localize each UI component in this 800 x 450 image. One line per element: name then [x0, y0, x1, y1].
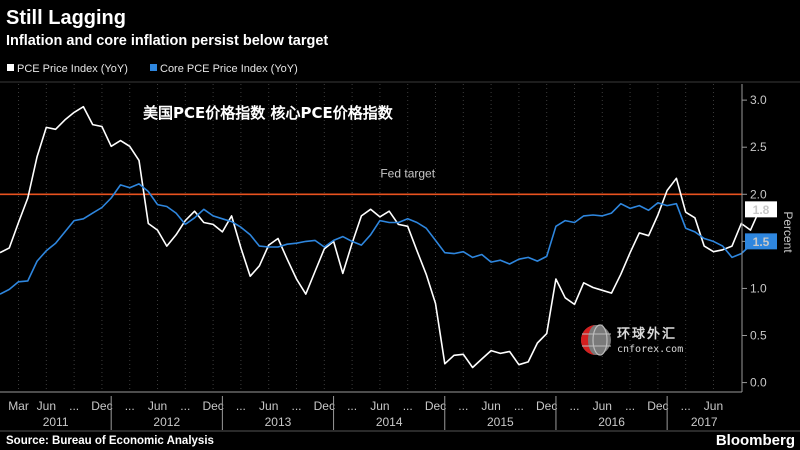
legend: PCE Price Index (YoY) Core PCE Price Ind…: [7, 63, 298, 75]
x-tick-label: ...: [458, 399, 468, 413]
x-tick-label: ...: [291, 399, 301, 413]
x-tick-label: Jun: [370, 399, 389, 413]
y-axis-title: Percent: [781, 211, 795, 253]
x-tick-label: Dec: [314, 399, 335, 413]
x-tick-label: Jun: [593, 399, 612, 413]
series-line-core-pce: [0, 183, 761, 295]
x-tick-label: ...: [347, 399, 357, 413]
legend-swatch-pce: [7, 64, 14, 71]
x-tick-label: Jun: [704, 399, 723, 413]
x-tick-label: Dec: [202, 399, 223, 413]
x-year-label: 2012: [153, 415, 180, 429]
x-tick-label: ...: [514, 399, 524, 413]
x-year-label: 2011: [43, 415, 69, 429]
legend-swatch-core-pce: [150, 64, 157, 71]
y-tick-label: 3.0: [750, 93, 767, 107]
y-tick-label: 0.0: [750, 376, 767, 390]
x-tick-label: Dec: [425, 399, 446, 413]
legend-label-pce: PCE Price Index (YoY): [17, 63, 128, 75]
last-value-label-pce: 1.8: [753, 203, 770, 217]
x-tick-label: ...: [180, 399, 190, 413]
cnforex-watermark: 环球外汇 cnforex.com: [581, 324, 683, 356]
globe-logo-icon: [581, 324, 611, 356]
watermark-name: 环球外汇: [617, 326, 677, 342]
x-year-label: 2013: [265, 415, 292, 429]
x-year-label: 2015: [487, 415, 514, 429]
x-tick-label: ...: [69, 399, 79, 413]
bloomberg-logo: Bloomberg: [716, 432, 795, 449]
chart-title: Still Lagging: [6, 7, 126, 29]
chinese-series-caption: 美国PCE价格指数 核心PCE价格指数: [143, 104, 394, 122]
y-tick-label: 2.0: [750, 187, 767, 201]
x-tick-label: Jun: [37, 399, 56, 413]
x-tick-label: Mar: [8, 399, 29, 413]
x-tick-label: Dec: [91, 399, 112, 413]
x-tick-label: ...: [403, 399, 413, 413]
last-value-tag-pce: [745, 201, 777, 218]
x-tick-label: ...: [625, 399, 635, 413]
x-axis: Mar Jun... Dec... Jun... Dec... Jun... Dec... J…: [8, 396, 723, 430]
x-tick-label: Jun: [259, 399, 278, 413]
series-line-pce: [0, 105, 761, 369]
x-tick-label: ...: [681, 399, 691, 413]
x-tick-label: Dec: [536, 399, 557, 413]
vertical-gridlines: [18, 84, 714, 392]
x-tick-label: ...: [236, 399, 246, 413]
source-note: Source: Bureau of Economic Analysis: [6, 435, 214, 447]
last-value-tag-core-pce: [745, 233, 777, 250]
last-value-label-core-pce: 1.5: [753, 235, 770, 249]
x-tick-label: ...: [569, 399, 579, 413]
x-tick-label: ...: [125, 399, 135, 413]
fed-target-label: Fed target: [380, 166, 435, 180]
x-tick-label: Dec: [647, 399, 668, 413]
x-year-label: 2014: [376, 415, 403, 429]
x-year-label: 2017: [691, 415, 718, 429]
chart-subtitle: Inflation and core inflation persist bel…: [6, 33, 328, 49]
y-tick-label: 1.0: [750, 281, 767, 295]
x-tick-label: Jun: [481, 399, 500, 413]
y-tick-label: 2.5: [750, 140, 767, 154]
x-tick-label: Jun: [148, 399, 167, 413]
x-year-label: 2016: [598, 415, 625, 429]
last-value-tags: 1.8 1.5: [745, 201, 777, 250]
watermark-url: cnforex.com: [617, 344, 683, 355]
legend-label-core-pce: Core PCE Price Index (YoY): [160, 63, 298, 75]
y-tick-label: 0.5: [750, 329, 767, 343]
